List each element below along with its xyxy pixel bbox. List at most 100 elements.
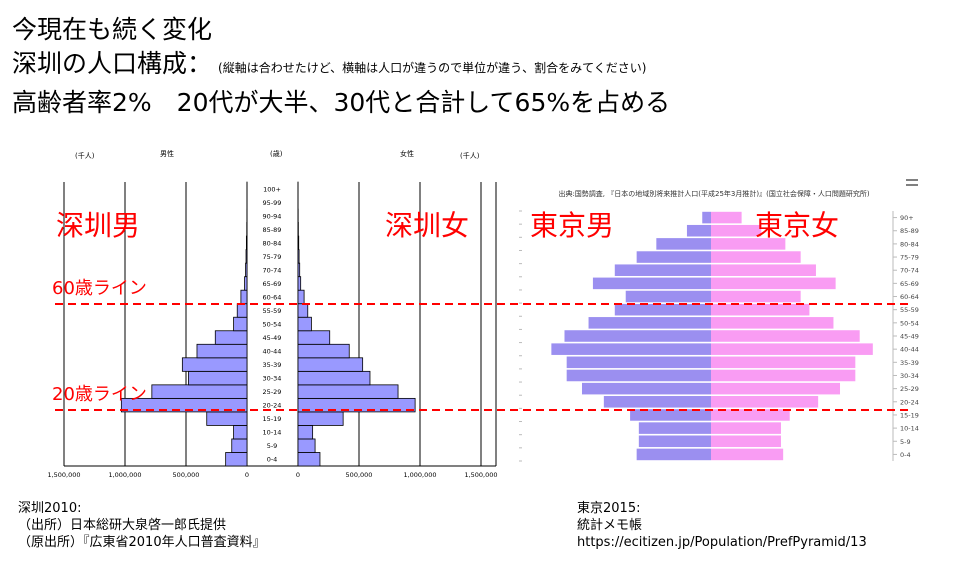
sz-bar-female: [297, 425, 314, 440]
tk-bar-female: [711, 211, 742, 224]
sz-age-label: 45-49: [263, 334, 282, 342]
tk-source-caption: 出典:国勢調査, 『日本の地域別将来推計人口(平成25年3月推計)』(国立社会保…: [558, 189, 869, 198]
tk-bar-female: [711, 435, 781, 448]
sz-bar-female: [297, 411, 344, 426]
sz-age-label: 25-29: [263, 388, 282, 396]
tk-age-label: 85-89: [900, 227, 919, 235]
title-line-3: 高齢者率2% 20代が大半、30代と合計して65%を占める: [12, 88, 671, 117]
sz-bar-female: [297, 370, 371, 386]
tk-bar-male: [603, 396, 711, 408]
tk-bar-male: [614, 264, 711, 276]
source-left: 深圳2010: （出所）日本総研大泉啓一郎氏提供 （原出所）『広東省2010年人…: [18, 500, 266, 551]
sz-bar-male: [225, 452, 248, 467]
sz-tick-male: 500,000: [173, 471, 200, 479]
sz-age-label: 20-24: [263, 402, 282, 410]
sz-bar-female: [297, 235, 300, 251]
tk-bar-female: [711, 290, 801, 303]
tk-bar-female: [711, 422, 781, 434]
label-tokyo-male: 東京男: [530, 209, 614, 242]
sz-bar-female: [297, 276, 302, 291]
tk-bar-male: [564, 330, 711, 342]
tk-bar-male: [588, 317, 711, 329]
sz-age-label: 50-54: [263, 321, 282, 329]
sz-bar-male: [240, 289, 248, 305]
tk-bar-female: [711, 343, 873, 355]
sz-age-label: 95-99: [263, 199, 282, 207]
sz-bar-male: [188, 370, 248, 386]
sz-age-label: 65-69: [263, 280, 282, 288]
tk-age-label: 35-39: [900, 359, 919, 367]
sz-bar-male: [214, 330, 248, 345]
tk-age-label: 30-34: [900, 372, 919, 380]
sz-unit-left: (千人): [75, 151, 95, 160]
sz-male-header: 男性: [160, 149, 174, 158]
sz-bar-female: [297, 262, 301, 278]
sz-bar-male: [196, 343, 248, 359]
tk-bar-female: [711, 382, 841, 395]
tk-bar-male: [614, 303, 711, 316]
label-shenzhen-male: 深圳男: [56, 209, 140, 242]
source-left-line-3: （原出所）『広東省2010年人口普査資料』: [18, 535, 266, 550]
source-left-line-1: 深圳2010:: [18, 501, 82, 516]
sz-age-label: 35-39: [263, 361, 282, 369]
tk-bar-female: [711, 369, 856, 382]
sz-tick-male: 1,500,000: [47, 471, 80, 479]
sz-age-label: 100+: [263, 185, 281, 193]
tk-bar-female: [711, 356, 856, 369]
tk-bar-female: [711, 251, 801, 263]
tk-age-label: 70-74: [900, 267, 919, 275]
tk-age-label: 25-29: [900, 385, 919, 393]
sz-bar-female: [297, 249, 300, 264]
label-shenzhen-female: 深圳女: [385, 209, 469, 242]
tk-age-label: 55-59: [900, 306, 919, 314]
sz-bar-female: [297, 303, 309, 318]
tk-age-label: 80-84: [900, 240, 919, 248]
tk-bar-male: [581, 382, 711, 395]
source-right: 東京2015: 統計メモ帳 https://ecitizen.jp/Popula…: [577, 500, 867, 551]
tk-age-label: 5-9: [900, 438, 911, 446]
sz-age-label: 55-59: [263, 307, 282, 315]
tk-age-label: 90+: [900, 214, 914, 222]
sz-tick-male: 1,000,000: [108, 471, 141, 479]
sz-age-label: 85-89: [263, 226, 282, 234]
sz-bar-female: [297, 384, 399, 399]
sz-bar-male: [233, 425, 248, 440]
sz-unit-right: (千人): [460, 151, 480, 160]
tk-bar-female: [711, 224, 762, 237]
tk-age-label: 75-79: [900, 254, 919, 262]
sz-bar-male: [245, 235, 248, 251]
sz-age-label: 5-9: [267, 442, 278, 450]
source-right-line-1: 東京2015:: [577, 501, 641, 516]
tk-age-label: 15-19: [900, 411, 919, 419]
tk-bar-male: [636, 251, 711, 263]
tk-age-label: 10-14: [900, 425, 919, 433]
sz-tick-female: 1,000,000: [403, 471, 436, 479]
label-60-line: 60歳ライン: [52, 278, 147, 299]
sz-tick-female: 1,500,000: [464, 471, 497, 479]
tk-bar-female: [711, 303, 810, 316]
sz-bar-male: [233, 316, 248, 332]
tk-bar-male: [551, 343, 711, 355]
tk-age-label: 40-44: [900, 346, 919, 354]
tk-bar-female: [711, 409, 790, 421]
sz-age-label: 30-34: [263, 375, 282, 383]
sz-age-label: 90-94: [263, 212, 282, 220]
shenzhen-pyramid: (千人) 男性 (歳) 女性 (千人) 0-4 5-9 10-14 15-19 20-2…: [47, 149, 497, 479]
overlay-layer: 深圳男 深圳女 東京男 東京女 60歳ライン 20歳ライン: [52, 209, 912, 411]
tk-bar-female: [711, 317, 834, 329]
source-left-line-2: （出所）日本総研大泉啓一郎氏提供: [18, 518, 227, 533]
tk-bar-male: [702, 211, 711, 224]
title-line-1: 今現在も続く変化: [12, 15, 213, 44]
sz-bar-male: [244, 276, 248, 291]
sz-bar-male: [181, 357, 248, 372]
sz-age-label: 70-74: [263, 266, 282, 274]
tokyo-pyramid: 出典:国勢調査, 『日本の地域別将来推計人口(平成25年3月推計)』(国立社会保…: [519, 179, 919, 462]
sz-tick-male: 0: [245, 471, 249, 479]
sz-bar-male: [206, 411, 248, 426]
sz-tick-female: 500,000: [346, 471, 373, 479]
menu-icon[interactable]: [906, 179, 918, 186]
tk-age-label: 65-69: [900, 280, 919, 288]
tk-bar-female: [711, 396, 819, 408]
tk-bar-male: [686, 224, 711, 237]
